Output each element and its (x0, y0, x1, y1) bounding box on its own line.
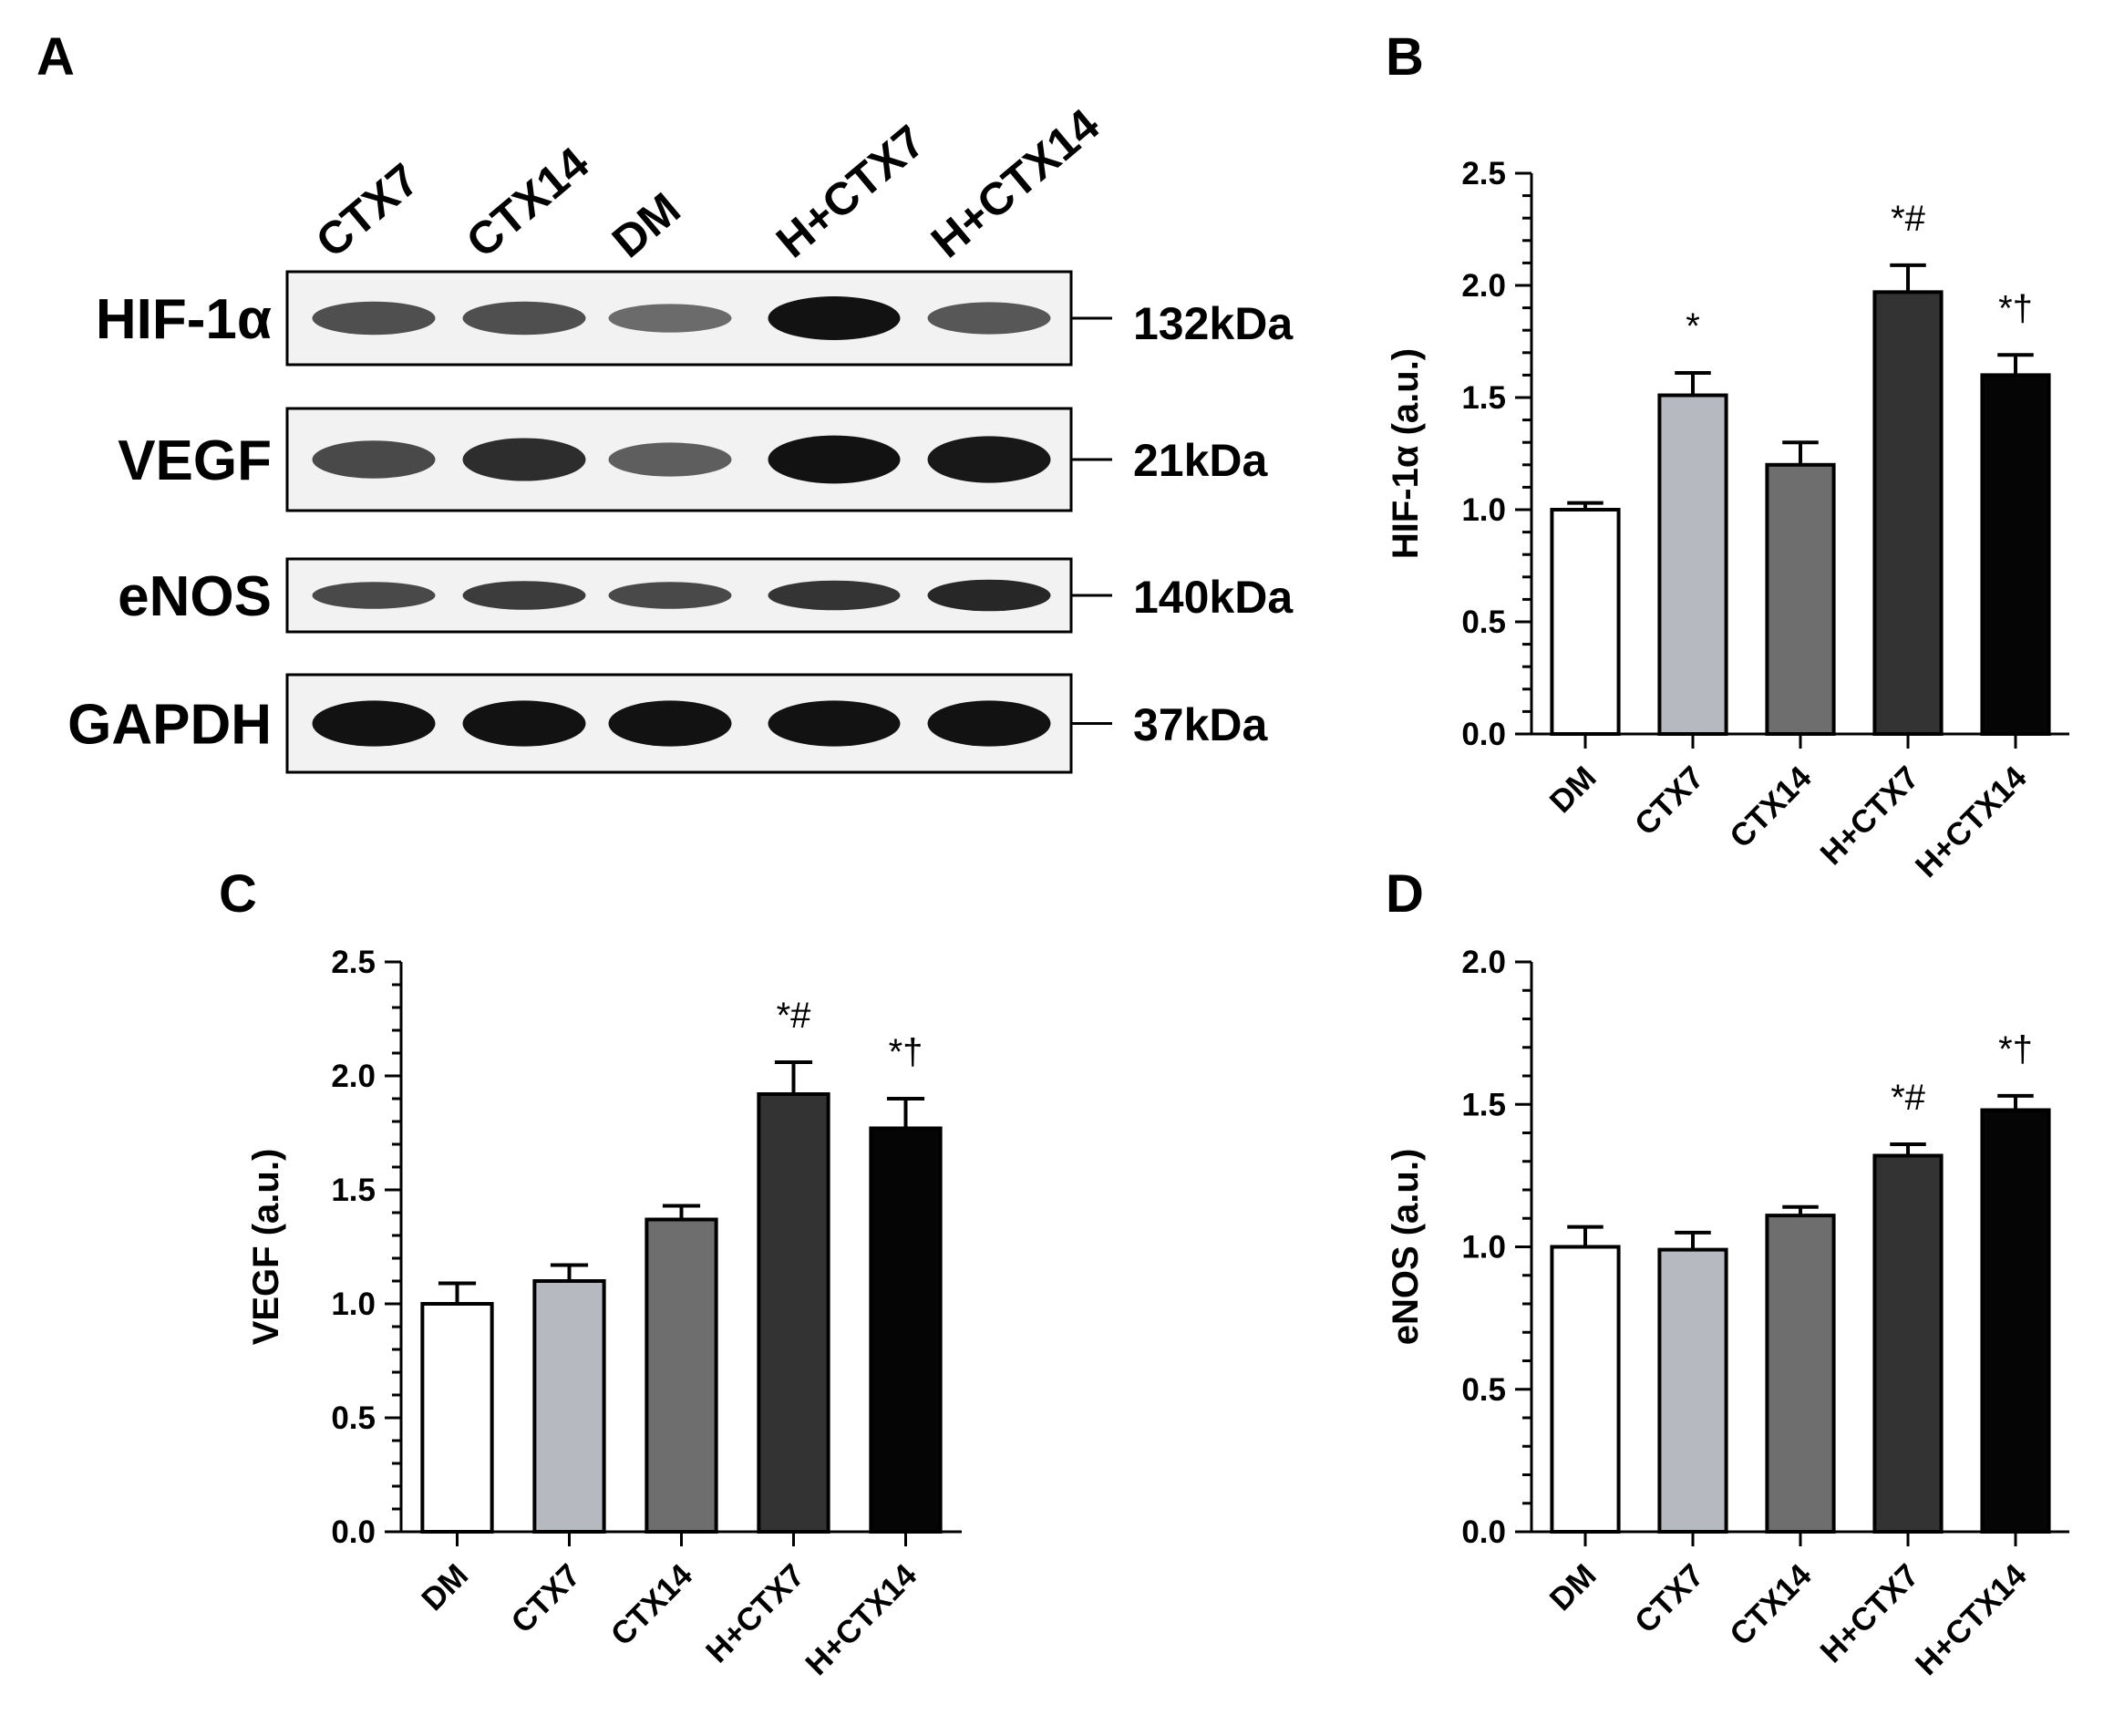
y-tick-label: 1.5 (1461, 380, 1506, 416)
y-tick-label: 2.5 (1461, 156, 1506, 191)
bar (1872, 290, 1944, 736)
x-tick-label: DM (1543, 760, 1604, 820)
blot-band (927, 700, 1051, 747)
bar (1872, 1153, 1944, 1534)
x-tick-label: CTX14 (1723, 1557, 1819, 1653)
x-tick-label: H+CTX14 (799, 1557, 923, 1682)
y-tick-label: 0.5 (1461, 1372, 1506, 1408)
kda-label: 21kDa (1133, 435, 1269, 486)
x-tick-label: H+CTX14 (1909, 760, 2034, 884)
x-tick-label: CTX7 (1628, 1557, 1711, 1640)
protein-label: VEGF (118, 429, 272, 492)
y-tick-label: 1.0 (331, 1286, 376, 1322)
x-tick-label: DM (415, 1557, 475, 1617)
panel-letter-d: D (1386, 864, 1424, 924)
lane-label: DM (603, 183, 690, 268)
kda-label: 140kDa (1133, 572, 1294, 623)
y-axis-title: HIF-1α (a.u.) (1386, 348, 1426, 559)
y-tick-label: 0.5 (1461, 604, 1506, 640)
protein-label: GAPDH (67, 694, 272, 757)
blot-band (462, 581, 586, 610)
blot-band (608, 582, 732, 609)
significance-label: *† (1998, 1029, 2033, 1070)
blot-band (312, 582, 436, 609)
blot-band (312, 440, 436, 479)
y-tick-label: 0.5 (331, 1400, 376, 1436)
blot-band (768, 700, 901, 747)
panel-letter-a: A (36, 27, 75, 87)
bar (757, 1092, 830, 1534)
blot-band (312, 700, 436, 747)
y-tick-label: 1.0 (1461, 492, 1506, 528)
bar (1980, 373, 2051, 736)
blot-band (768, 296, 901, 340)
y-axis-title: VEGF (a.u.) (246, 1149, 286, 1346)
blot-band (927, 436, 1051, 483)
blot-band (927, 579, 1051, 612)
vegf-bar-chart: 0.0 0.5 1.0 1.5 2.0 2.5 VEGF (a.u.) DM CTX7 CTX14… (246, 945, 962, 1682)
blot-band (312, 301, 436, 336)
bar (1550, 1245, 1621, 1534)
x-tick-label: H+CTX7 (1813, 760, 1925, 872)
bar (1765, 1214, 1836, 1534)
y-tick-label: 0.0 (1461, 1514, 1506, 1550)
y-tick-label: 1.5 (1461, 1087, 1506, 1122)
protein-label: eNOS (118, 565, 272, 628)
kda-label: 132kDa (1133, 298, 1294, 349)
bar (1657, 1247, 1728, 1534)
blot-band (768, 435, 901, 484)
lane-label: H+CTX14 (922, 98, 1109, 267)
y-tick-label: 0.0 (331, 1514, 376, 1550)
panel-letter-b: B (1386, 27, 1424, 87)
protein-label: HIF-1α (96, 288, 272, 351)
x-tick-label: H+CTX7 (699, 1557, 811, 1669)
bar (1765, 462, 1836, 736)
bar (869, 1126, 943, 1534)
x-tick-label: CTX14 (604, 1557, 700, 1653)
blot-band (927, 302, 1051, 335)
x-tick-label: DM (1543, 1557, 1604, 1617)
x-tick-label: CTX7 (504, 1557, 587, 1640)
significance-label: *† (1998, 288, 2033, 328)
significance-label: *# (1891, 199, 1926, 239)
blot-band (462, 438, 586, 481)
blot-band (608, 700, 732, 747)
bar (645, 1217, 718, 1534)
y-tick-label: 2.0 (1461, 945, 1506, 980)
bar (420, 1302, 494, 1534)
y-tick-label: 1.0 (1461, 1230, 1506, 1266)
panel-letter-c: C (219, 864, 257, 924)
blot-band (462, 301, 586, 336)
significance-label: * (1686, 306, 1700, 346)
blot-band (608, 442, 732, 477)
hif1a-bar-chart: 0.0 0.5 1.0 1.5 2.0 2.5 HIF-1α (a.u.) DM CTX7 * CT… (1386, 156, 2069, 884)
lane-label: H+CTX7 (767, 115, 934, 267)
y-tick-label: 2.0 (1461, 268, 1506, 304)
x-tick-label: CTX7 (1628, 760, 1711, 842)
bar (532, 1279, 606, 1534)
y-tick-label: 1.5 (331, 1173, 376, 1208)
y-tick-label: 2.5 (331, 945, 376, 980)
x-tick-label: H+CTX14 (1909, 1557, 2034, 1682)
bar (1980, 1108, 2051, 1534)
bar (1550, 508, 1621, 736)
lane-label: CTX7 (306, 153, 428, 267)
blot-band (462, 700, 586, 747)
bar (1657, 393, 1728, 736)
blot-band (608, 304, 732, 333)
significance-label: *† (889, 1032, 923, 1072)
x-tick-label: CTX14 (1723, 760, 1819, 855)
x-tick-label: H+CTX7 (1813, 1557, 1925, 1669)
kda-label: 37kDa (1133, 699, 1269, 750)
significance-label: *# (1891, 1078, 1926, 1118)
blot-band (768, 580, 901, 611)
y-tick-label: 2.0 (331, 1059, 376, 1094)
y-axis-title: eNOS (a.u.) (1386, 1149, 1426, 1346)
y-tick-label: 0.0 (1461, 717, 1506, 752)
lane-label: CTX14 (457, 137, 598, 267)
significance-label: *# (777, 996, 812, 1036)
